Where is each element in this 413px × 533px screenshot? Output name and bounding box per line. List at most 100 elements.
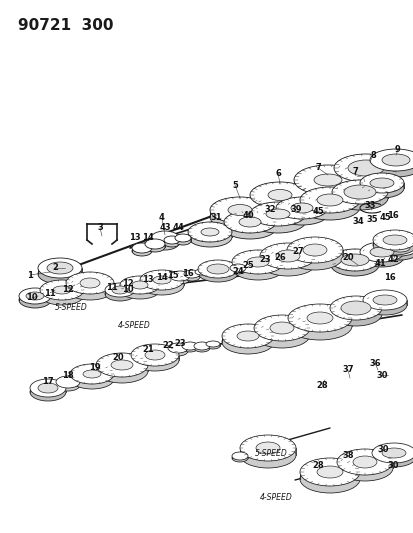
Ellipse shape xyxy=(30,383,66,401)
Text: 16: 16 xyxy=(383,273,395,282)
Ellipse shape xyxy=(112,286,128,294)
Text: 45: 45 xyxy=(378,214,390,222)
Ellipse shape xyxy=(249,209,305,233)
Text: 13: 13 xyxy=(142,276,154,285)
Text: 45: 45 xyxy=(311,207,323,216)
Ellipse shape xyxy=(83,370,101,378)
Ellipse shape xyxy=(56,379,80,391)
Text: 21: 21 xyxy=(142,345,154,354)
Ellipse shape xyxy=(362,290,406,310)
Ellipse shape xyxy=(302,244,326,256)
Ellipse shape xyxy=(96,353,147,377)
Text: 10: 10 xyxy=(122,286,133,295)
Text: 31: 31 xyxy=(210,214,221,222)
Ellipse shape xyxy=(347,160,383,176)
Ellipse shape xyxy=(275,203,327,225)
Ellipse shape xyxy=(331,186,387,210)
Ellipse shape xyxy=(105,287,135,301)
Text: 3: 3 xyxy=(97,223,102,232)
Ellipse shape xyxy=(369,178,393,188)
Ellipse shape xyxy=(19,292,51,308)
Ellipse shape xyxy=(249,202,305,226)
Ellipse shape xyxy=(209,197,269,223)
Ellipse shape xyxy=(381,240,413,256)
Text: 28: 28 xyxy=(316,381,327,390)
Text: 16: 16 xyxy=(182,270,193,279)
Ellipse shape xyxy=(151,236,178,250)
Text: 32: 32 xyxy=(263,206,275,214)
Text: 41: 41 xyxy=(373,259,385,268)
Text: 19: 19 xyxy=(89,362,101,372)
Text: 39: 39 xyxy=(290,206,301,214)
Ellipse shape xyxy=(340,254,368,266)
Ellipse shape xyxy=(38,258,82,278)
Ellipse shape xyxy=(343,185,375,199)
Text: 8: 8 xyxy=(369,150,375,159)
Ellipse shape xyxy=(352,456,376,468)
Ellipse shape xyxy=(70,369,114,389)
Text: 20: 20 xyxy=(342,254,353,262)
Ellipse shape xyxy=(381,448,405,458)
Ellipse shape xyxy=(299,194,359,220)
Ellipse shape xyxy=(316,194,342,206)
Text: 5: 5 xyxy=(232,181,237,190)
Ellipse shape xyxy=(362,295,406,315)
Ellipse shape xyxy=(359,173,403,193)
Ellipse shape xyxy=(221,330,273,354)
Ellipse shape xyxy=(195,269,209,275)
Ellipse shape xyxy=(266,209,289,219)
Ellipse shape xyxy=(254,315,309,341)
Ellipse shape xyxy=(206,343,219,349)
Ellipse shape xyxy=(359,242,403,262)
Ellipse shape xyxy=(153,276,171,284)
Ellipse shape xyxy=(371,447,413,467)
Ellipse shape xyxy=(175,234,190,242)
Ellipse shape xyxy=(164,236,180,244)
Text: 12: 12 xyxy=(62,285,74,294)
Ellipse shape xyxy=(80,278,100,288)
Ellipse shape xyxy=(230,266,245,274)
Ellipse shape xyxy=(381,154,409,166)
Ellipse shape xyxy=(209,204,269,230)
Ellipse shape xyxy=(168,346,188,356)
Text: 37: 37 xyxy=(342,366,353,375)
Text: 30: 30 xyxy=(376,446,388,455)
Ellipse shape xyxy=(329,296,381,320)
Ellipse shape xyxy=(38,383,58,393)
Text: 20: 20 xyxy=(112,353,123,362)
Ellipse shape xyxy=(47,262,73,274)
Ellipse shape xyxy=(238,217,260,227)
Ellipse shape xyxy=(221,324,273,348)
Ellipse shape xyxy=(120,281,159,299)
Ellipse shape xyxy=(230,264,245,272)
Ellipse shape xyxy=(293,173,361,203)
Ellipse shape xyxy=(293,165,361,195)
Ellipse shape xyxy=(38,264,82,284)
Ellipse shape xyxy=(145,239,165,249)
Text: 35: 35 xyxy=(366,215,377,224)
Ellipse shape xyxy=(372,295,396,305)
Ellipse shape xyxy=(299,187,359,213)
Ellipse shape xyxy=(182,342,197,350)
Text: 9: 9 xyxy=(394,146,400,155)
Text: 28: 28 xyxy=(311,461,323,470)
Ellipse shape xyxy=(299,465,359,493)
Ellipse shape xyxy=(306,312,332,324)
Ellipse shape xyxy=(164,239,180,247)
Ellipse shape xyxy=(145,242,165,252)
Ellipse shape xyxy=(231,454,247,462)
Ellipse shape xyxy=(194,344,209,352)
Ellipse shape xyxy=(195,271,209,277)
Text: 23: 23 xyxy=(259,255,270,264)
Ellipse shape xyxy=(331,180,387,204)
Text: 13: 13 xyxy=(129,233,140,243)
Ellipse shape xyxy=(168,343,188,353)
Ellipse shape xyxy=(316,466,342,478)
Ellipse shape xyxy=(333,154,397,182)
Ellipse shape xyxy=(236,331,259,341)
Text: 14: 14 xyxy=(142,233,154,243)
Text: 34: 34 xyxy=(351,217,363,227)
Ellipse shape xyxy=(197,260,237,278)
Ellipse shape xyxy=(26,292,44,300)
Text: 14: 14 xyxy=(156,273,167,282)
